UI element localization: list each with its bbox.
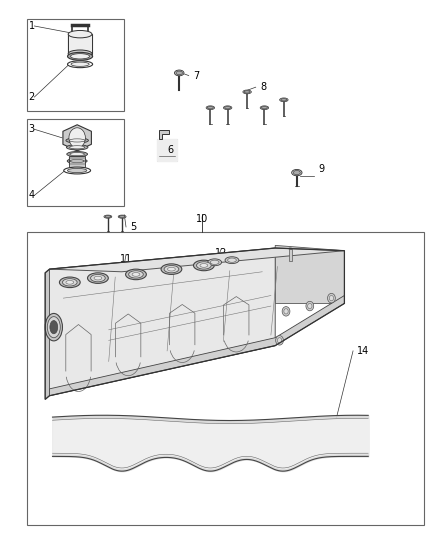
Ellipse shape	[70, 146, 85, 149]
Text: 10: 10	[196, 214, 208, 224]
Ellipse shape	[132, 272, 140, 276]
Ellipse shape	[66, 138, 88, 143]
Ellipse shape	[68, 50, 92, 58]
Ellipse shape	[104, 215, 112, 218]
Ellipse shape	[174, 70, 184, 76]
Bar	[68, 34, 92, 54]
Bar	[69, 156, 85, 168]
Ellipse shape	[70, 159, 84, 163]
Bar	[27, 232, 424, 525]
Ellipse shape	[210, 260, 219, 264]
Ellipse shape	[228, 258, 236, 262]
Ellipse shape	[119, 216, 125, 217]
Circle shape	[306, 301, 314, 311]
Polygon shape	[49, 248, 344, 272]
Bar	[157, 139, 177, 161]
Circle shape	[307, 303, 312, 309]
Ellipse shape	[176, 71, 183, 75]
Polygon shape	[63, 125, 92, 151]
Circle shape	[69, 128, 85, 148]
Ellipse shape	[261, 107, 268, 109]
Ellipse shape	[279, 98, 288, 102]
Ellipse shape	[225, 107, 231, 109]
Ellipse shape	[67, 151, 88, 157]
Ellipse shape	[206, 106, 215, 110]
Ellipse shape	[68, 30, 92, 38]
Ellipse shape	[126, 269, 146, 280]
Ellipse shape	[67, 61, 92, 68]
Ellipse shape	[45, 313, 63, 341]
Text: 2: 2	[29, 92, 35, 102]
Polygon shape	[49, 295, 344, 395]
Ellipse shape	[50, 320, 58, 334]
Circle shape	[277, 338, 282, 343]
Circle shape	[328, 293, 336, 303]
Ellipse shape	[197, 262, 211, 269]
Ellipse shape	[243, 90, 251, 94]
Ellipse shape	[118, 215, 126, 218]
Ellipse shape	[281, 99, 287, 101]
Ellipse shape	[66, 144, 88, 150]
Ellipse shape	[164, 265, 179, 273]
Polygon shape	[90, 34, 92, 54]
Ellipse shape	[194, 260, 214, 271]
Polygon shape	[45, 269, 49, 399]
Ellipse shape	[47, 317, 60, 338]
Ellipse shape	[225, 257, 239, 264]
Ellipse shape	[260, 106, 268, 110]
Ellipse shape	[208, 259, 222, 266]
Polygon shape	[49, 248, 275, 395]
Ellipse shape	[91, 274, 105, 282]
Circle shape	[276, 336, 283, 345]
Ellipse shape	[63, 279, 77, 286]
Ellipse shape	[289, 248, 292, 249]
Text: 12: 12	[215, 248, 227, 259]
Ellipse shape	[94, 276, 102, 280]
Ellipse shape	[71, 54, 90, 59]
Ellipse shape	[293, 171, 300, 175]
Circle shape	[329, 295, 334, 301]
Polygon shape	[68, 34, 71, 54]
Polygon shape	[157, 139, 177, 161]
Text: 6: 6	[167, 146, 173, 156]
Ellipse shape	[67, 52, 92, 60]
Circle shape	[282, 306, 290, 316]
Text: 3: 3	[29, 124, 35, 134]
Ellipse shape	[67, 168, 87, 173]
Ellipse shape	[207, 107, 213, 109]
Text: 4: 4	[29, 190, 35, 200]
Ellipse shape	[60, 277, 80, 288]
Ellipse shape	[168, 267, 175, 271]
Text: 14: 14	[357, 346, 370, 356]
Text: 8: 8	[260, 82, 266, 92]
Ellipse shape	[244, 91, 250, 93]
Ellipse shape	[66, 280, 74, 284]
Polygon shape	[159, 131, 169, 139]
Ellipse shape	[70, 152, 85, 156]
Ellipse shape	[64, 167, 91, 174]
Text: 1: 1	[29, 21, 35, 31]
Ellipse shape	[129, 271, 143, 278]
Text: 13: 13	[314, 252, 326, 262]
Polygon shape	[275, 245, 344, 303]
Circle shape	[284, 309, 288, 314]
Text: 7: 7	[193, 70, 199, 80]
Ellipse shape	[200, 264, 208, 267]
Ellipse shape	[161, 264, 182, 274]
Bar	[27, 119, 124, 206]
Text: 5: 5	[131, 222, 137, 232]
Ellipse shape	[71, 62, 89, 66]
Ellipse shape	[105, 216, 111, 217]
Text: 9: 9	[318, 164, 325, 174]
Ellipse shape	[223, 106, 232, 110]
Ellipse shape	[292, 169, 302, 176]
Ellipse shape	[88, 273, 108, 284]
Text: 11: 11	[120, 254, 132, 264]
Bar	[27, 19, 124, 111]
Bar	[289, 248, 292, 261]
Ellipse shape	[67, 158, 87, 164]
Ellipse shape	[69, 139, 85, 142]
